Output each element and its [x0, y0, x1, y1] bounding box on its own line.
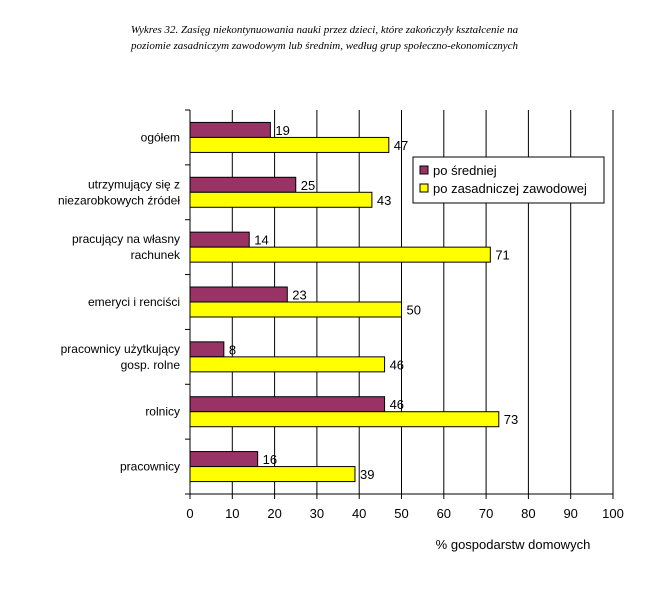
category-label: rachunek: [131, 248, 181, 262]
category-label: pracownicy: [120, 460, 180, 474]
data-label: 19: [275, 123, 289, 138]
data-label: 46: [390, 397, 404, 412]
x-tick-label: 100: [602, 506, 624, 521]
x-tick-label: 60: [437, 506, 451, 521]
category-label: ogółem: [141, 130, 180, 144]
x-tick-label: 10: [225, 506, 239, 521]
bar: [189, 411, 500, 428]
bar: [189, 121, 271, 138]
data-label: 50: [407, 303, 421, 318]
data-label: 43: [377, 193, 391, 208]
bar: [189, 466, 356, 483]
data-label: 39: [360, 467, 374, 482]
bar: [189, 396, 386, 413]
data-label: 23: [292, 288, 306, 303]
data-label: 73: [504, 412, 518, 427]
x-tick-label: 90: [563, 506, 577, 521]
bar: [189, 356, 386, 373]
category-label: rolnicy: [145, 405, 180, 419]
legend-box: [412, 156, 605, 204]
category-label: pracownicy użytkujący: [61, 342, 180, 356]
bar: [189, 451, 259, 468]
data-label: 14: [254, 233, 268, 248]
x-tick-label: 80: [521, 506, 535, 521]
x-tick-label: 40: [352, 506, 366, 521]
bar: [189, 231, 250, 248]
x-tick-label: 70: [479, 506, 493, 521]
legend-swatch: [419, 183, 429, 193]
x-tick-label: 20: [267, 506, 281, 521]
x-tick-label: 50: [394, 506, 408, 521]
data-label: 16: [263, 452, 277, 467]
category-label: emeryci i renciści: [88, 295, 180, 309]
data-label: 71: [495, 248, 509, 263]
data-label: 8: [229, 342, 236, 357]
chart-title: Wykres 32. Zasięg niekontynuowania nauki…: [0, 22, 649, 54]
x-axis-label: % gospodarstw domowych: [436, 537, 591, 552]
chart-title-line-1: Wykres 32. Zasięg niekontynuowania nauki…: [130, 24, 519, 36]
x-tick-label: 0: [186, 506, 193, 521]
bar: [189, 136, 390, 153]
chart-title-line-2: poziomie zasadniczym zawodowym lub średn…: [131, 40, 518, 52]
x-tick-label: 30: [310, 506, 324, 521]
data-label: 47: [394, 138, 408, 153]
bar: [189, 286, 288, 303]
category-label: niezarobkowych źródeł: [58, 193, 180, 207]
category-label: pracujący na własny: [72, 232, 180, 246]
bar: [189, 301, 402, 318]
bar: [189, 246, 491, 263]
category-label: gosp. rolne: [121, 358, 181, 372]
legend-swatch: [419, 165, 429, 175]
legend-label: po średniej: [433, 163, 497, 178]
bar: [189, 176, 297, 193]
legend-label: po zasadniczej zawodowej: [433, 181, 587, 196]
bar: [189, 341, 225, 358]
category-label: utrzymujący się z: [88, 177, 180, 191]
bar: [189, 191, 373, 208]
data-label: 25: [301, 178, 315, 193]
data-label: 46: [390, 357, 404, 372]
